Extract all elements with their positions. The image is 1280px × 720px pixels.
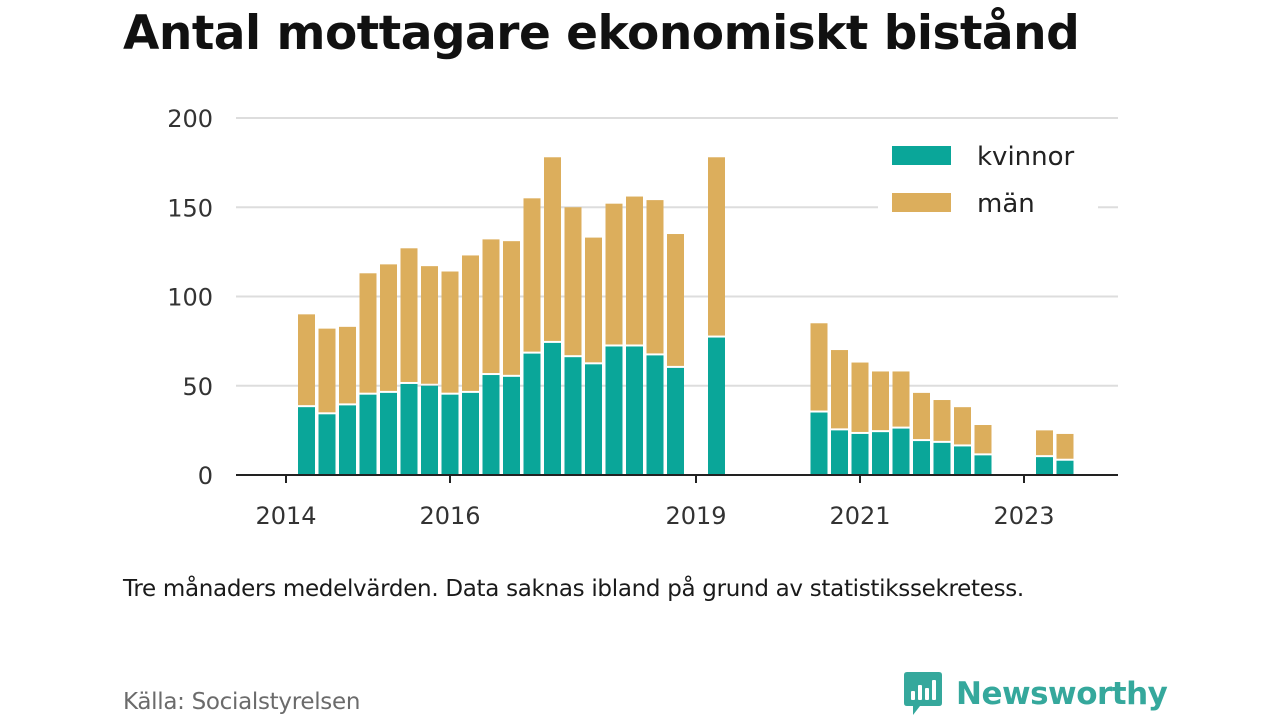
bar-män [421,266,438,384]
bar-kvinnor [626,346,643,475]
legend-label-kvinnor: kvinnor [977,142,1075,172]
bar-kvinnor [585,364,602,475]
bar-kvinnor [482,375,500,475]
chart-note: Tre månaders medelvärden. Data saknas ib… [123,576,1024,602]
bars [298,157,1074,475]
bar-män [913,392,930,440]
bar-män [708,157,725,336]
bar-män [482,239,500,374]
bar-kvinnor [339,405,356,475]
bar-män [667,234,684,366]
bar-män [831,350,848,429]
bar-män [400,248,418,382]
y-tick-label: 0 [198,462,213,490]
newsworthy-logo: Newsworthy [902,670,1168,718]
bar-kvinnor [462,392,479,475]
brand-name: Newsworthy [956,676,1168,712]
bar-kvinnor [380,392,397,475]
bar-män [1036,430,1053,456]
bar-kvinnor [646,355,664,475]
legend-swatch-kvinnor [892,146,951,165]
bar-kvinnor [954,446,971,475]
bar-kvinnor [544,342,561,475]
bar-män [585,237,602,363]
bar-kvinnor [605,346,623,475]
bar-kvinnor [667,367,684,475]
legend: kvinnor män [878,135,1098,227]
bar-kvinnor [810,412,828,475]
x-tick-label: 2016 [419,502,480,530]
legend-swatch-män [892,193,951,212]
bar-kvinnor [851,433,869,475]
newsworthy-logo-icon [904,672,942,715]
bar-män [298,314,315,406]
bar-män [441,271,459,393]
bar-män [1056,433,1074,459]
bar-kvinnor [318,414,336,475]
bar-kvinnor [913,441,930,475]
bar-kvinnor [421,385,438,475]
x-tick-label: 2023 [993,502,1054,530]
chart-title: Antal mottagare ekonomiskt bistånd [123,6,1080,61]
bar-män [339,326,356,404]
bar-kvinnor [892,428,910,475]
source-credit: Källa: Socialstyrelsen [123,689,361,715]
legend-label-män: män [977,189,1035,219]
bar-män [646,200,664,354]
x-tick-label: 2021 [829,502,890,530]
bar-män [872,371,889,431]
y-tick-label: 100 [167,284,213,312]
bar-män [318,328,336,413]
bar-män [359,273,377,393]
bar-kvinnor [933,442,951,475]
bar-kvinnor [523,353,541,475]
bar-kvinnor [1036,457,1053,475]
bar-kvinnor [872,432,889,475]
bar-kvinnor [1056,460,1074,475]
bar-kvinnor [503,376,520,475]
bar-män [626,196,643,345]
y-tick-label: 200 [167,105,213,133]
y-tick-label: 150 [167,194,213,222]
bar-män [503,241,520,375]
x-axis: 2014 2016 2019 2021 2023 [236,474,1118,530]
bar-kvinnor [441,394,459,475]
bar-män [892,371,910,427]
bar-kvinnor [564,357,582,475]
bar-män [933,400,951,441]
x-tick-label: 2014 [255,502,316,530]
bar-kvinnor [974,455,992,475]
bar-män [810,323,828,411]
bar-kvinnor [298,407,315,475]
bar-kvinnor [400,383,418,475]
bar-kvinnor [831,430,848,475]
bar-män [523,198,541,352]
bar-kvinnor [359,394,377,475]
y-axis-ticks: 0 50 100 150 200 [167,105,213,490]
bar-män [954,407,971,445]
bar-män [564,207,582,356]
x-tick-label: 2019 [665,502,726,530]
bar-män [974,425,992,454]
bar-män [605,203,623,345]
y-tick-label: 50 [182,373,213,401]
bar-kvinnor [708,337,725,475]
bar-män [544,157,561,341]
bar-män [462,255,479,391]
bar-män [380,264,397,391]
bar-män [851,362,869,432]
